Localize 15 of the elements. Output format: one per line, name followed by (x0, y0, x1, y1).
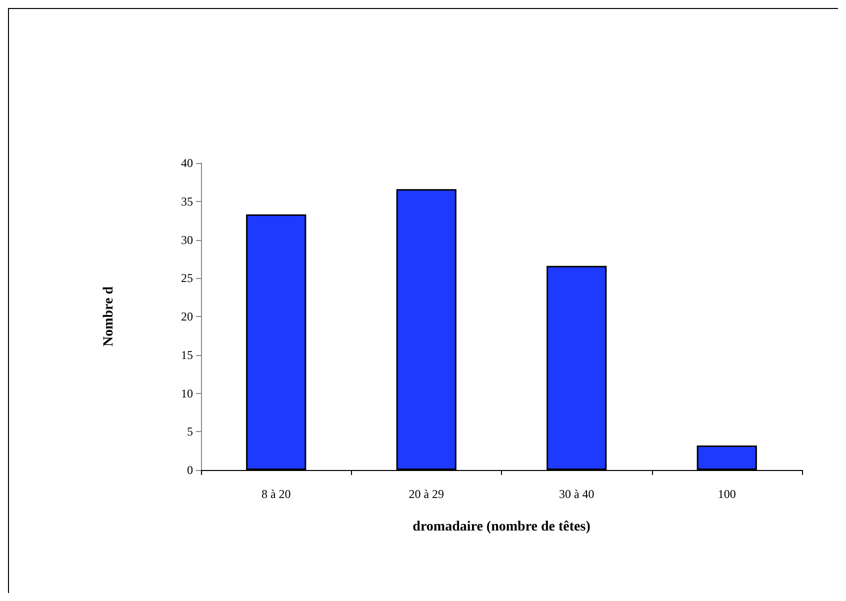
y-tick-label: 25 (181, 271, 193, 286)
y-tick-label: 15 (181, 348, 193, 362)
x-tick-label: 30 à 40 (558, 487, 594, 501)
y-tick-label: 0 (187, 463, 193, 477)
y-tick-label: 20 (181, 310, 193, 324)
x-tick-label: 100 (718, 487, 736, 501)
y-tick-label: 40 (181, 156, 193, 170)
y-tick-label: 5 (187, 424, 193, 439)
y-tick-label: 35 (181, 194, 193, 208)
y-tick-label: 30 (181, 232, 193, 247)
x-tick-label: 20 à 29 (408, 487, 444, 501)
y-axis-title: Nombre d (102, 286, 116, 347)
y-tick-label: 10 (181, 386, 193, 400)
x-tick-label: 8 à 20 (261, 487, 291, 501)
x-axis-title: dromadaire (nombre de têtes) (412, 520, 591, 534)
